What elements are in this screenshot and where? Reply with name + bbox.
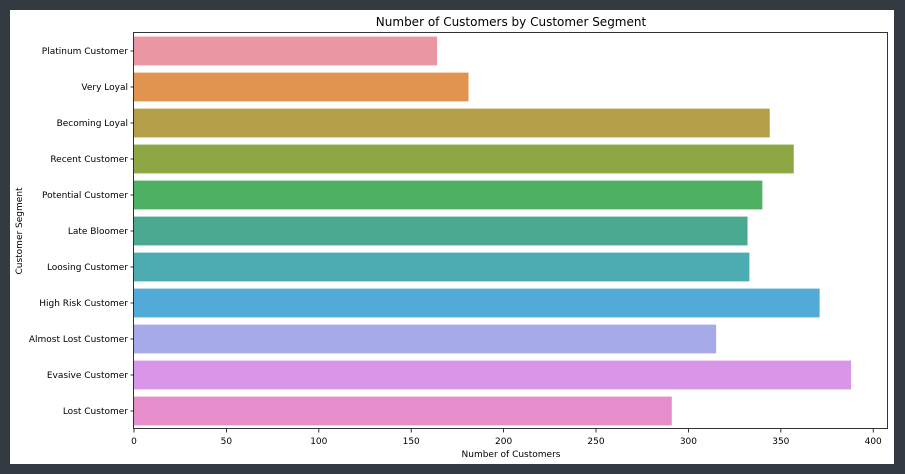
y-tick-label: Lost Customer [63,407,128,417]
x-tick-label: 250 [587,437,604,447]
bar-high-risk-customer [134,288,820,318]
x-tick-label: 50 [221,437,233,447]
bar-recent-customer [134,144,794,174]
bar-platinum-customer [134,36,438,66]
bar-lost-customer [134,396,672,426]
x-tick-label: 0 [131,437,137,447]
chart-title: Number of Customers by Customer Segment [376,15,647,29]
y-axis-label: Customer Segment [15,187,25,275]
x-tick-label: 150 [403,437,420,447]
bar-potential-customer [134,180,763,210]
y-tick-label: High Risk Customer [39,299,128,309]
bar-chart: Number of Customers by Customer Segment … [15,15,888,460]
bar-loosing-customer [134,252,750,282]
y-tick-label: Evasive Customer [47,371,128,381]
y-tick-label: Recent Customer [50,155,128,165]
y-tick-label: Late Bloomer [68,227,128,237]
bar-becoming-loyal [134,108,770,138]
x-tick-labels: 0 50 100 150 200 250 300 350 400 [131,429,882,447]
chart-figure: Number of Customers by Customer Segment … [10,10,894,464]
bar-very-loyal [134,72,469,102]
y-tick-label: Platinum Customer [42,47,129,57]
x-tick-label: 350 [772,437,789,447]
bar-evasive-customer [134,360,852,390]
bar-almost-lost-customer [134,324,717,354]
x-tick-label: 400 [865,437,882,447]
y-tick-labels: Platinum Customer Very Loyal Becoming Loya… [29,47,134,417]
bar-late-bloomer [134,216,748,246]
bars [134,36,852,426]
y-tick-label: Almost Lost Customer [29,335,128,345]
y-tick-label: Potential Customer [42,191,128,201]
y-tick-label: Very Loyal [81,83,128,93]
y-tick-label: Loosing Customer [47,263,128,273]
y-tick-label: Becoming Loyal [57,119,128,129]
plot-area-frame [133,32,888,429]
x-tick-label: 200 [495,437,512,447]
x-tick-label: 100 [310,437,327,447]
x-axis-label: Number of Customers [462,450,561,460]
x-tick-label: 300 [680,437,697,447]
